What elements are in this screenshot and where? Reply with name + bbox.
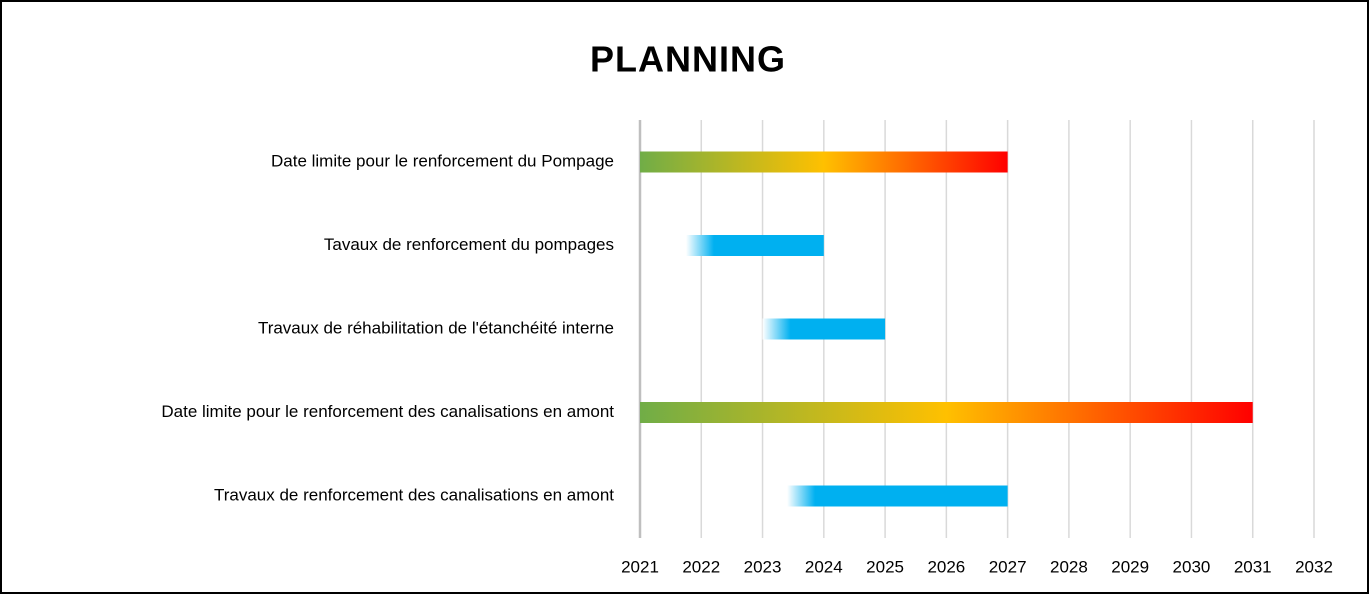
bar <box>787 485 1008 507</box>
x-tick-label: 2030 <box>1173 557 1211 576</box>
x-tick-label: 2024 <box>805 557 843 576</box>
chart-title: PLANNING <box>590 39 786 80</box>
bar <box>640 402 1253 423</box>
x-tick-label: 2029 <box>1111 557 1149 576</box>
bar <box>640 151 1008 173</box>
y-tick-label: Tavaux de renforcement du pompages <box>324 235 614 254</box>
x-tick-label: 2032 <box>1295 557 1333 576</box>
bar <box>762 318 886 340</box>
x-tick-label: 2031 <box>1234 557 1272 576</box>
y-tick-label: Travaux de réhabilitation de l'étanchéit… <box>258 318 614 337</box>
x-tick-label: 2025 <box>866 557 904 576</box>
y-tick-label: Travaux de renforcement des canalisation… <box>214 485 614 504</box>
bar <box>685 235 824 256</box>
y-tick-label: Date limite pour le renforcement du Pomp… <box>271 151 614 170</box>
y-tick-label: Date limite pour le renforcement des can… <box>161 402 614 421</box>
x-tick-label: 2026 <box>927 557 965 576</box>
x-tick-label: 2023 <box>744 557 782 576</box>
x-tick-label: 2022 <box>682 557 720 576</box>
x-tick-label: 2028 <box>1050 557 1088 576</box>
x-tick-label: 2027 <box>989 557 1027 576</box>
x-tick-label: 2021 <box>621 557 659 576</box>
